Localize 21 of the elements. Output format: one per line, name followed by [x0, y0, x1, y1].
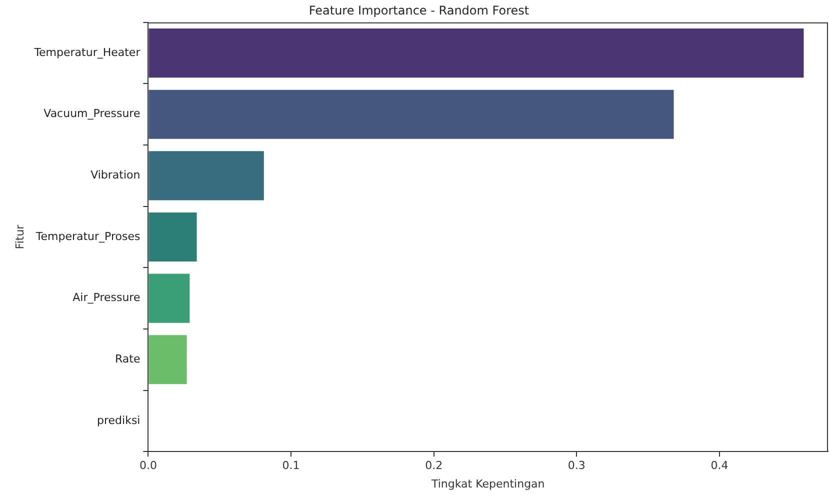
y-tick-label: Vacuum_Pressure — [44, 107, 140, 120]
y-axis-title: Fitur — [13, 224, 26, 250]
y-tick-label: Rate — [115, 352, 140, 366]
bar — [148, 151, 264, 200]
bar — [148, 274, 190, 323]
bar — [148, 212, 197, 262]
bar — [148, 335, 187, 384]
x-tick-label: 0.4 — [710, 459, 728, 472]
bar — [148, 90, 674, 139]
chart-title: Feature Importance - Random Forest — [308, 3, 530, 18]
y-tick-label: prediksi — [97, 414, 140, 427]
bar — [148, 28, 804, 78]
x-tick-label: 0.2 — [425, 459, 443, 472]
x-tick-label: 0.1 — [282, 459, 300, 472]
x-tick-label: 0.0 — [139, 459, 157, 472]
x-tick-label: 0.3 — [568, 459, 586, 472]
y-tick-label: Temperatur_Heater — [33, 46, 141, 59]
y-tick-label: Temperatur_Proses — [34, 230, 140, 243]
x-axis-title: Tingkat Kepentingan — [430, 477, 545, 490]
y-tick-label: Vibration — [90, 168, 140, 182]
y-tick-label: Air_Pressure — [72, 291, 140, 304]
